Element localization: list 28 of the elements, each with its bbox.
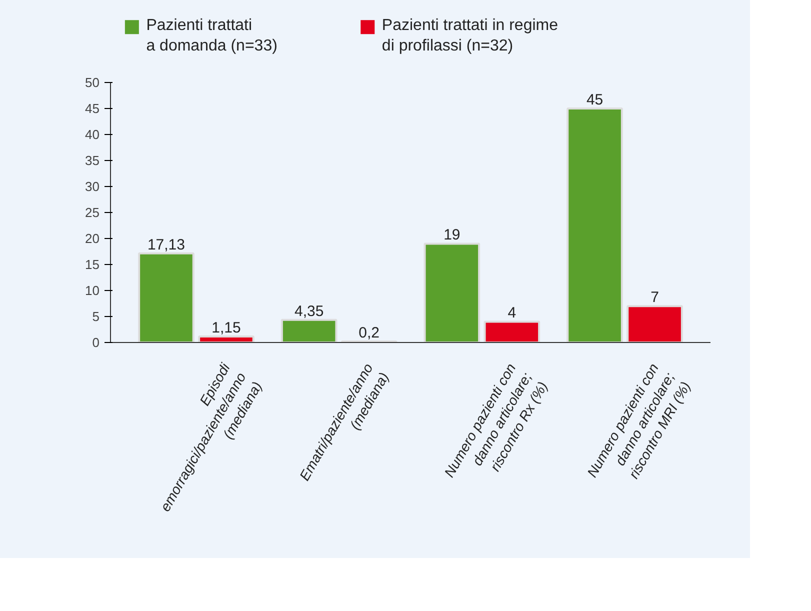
bar bbox=[280, 318, 338, 342]
y-tick-label: 5 bbox=[92, 309, 100, 324]
y-tick-label: 40 bbox=[85, 127, 100, 142]
data-label: 0,2 bbox=[358, 324, 380, 342]
legend-label: Pazienti trattati a domanda (n=33) bbox=[146, 17, 278, 54]
data-label: 19 bbox=[444, 226, 460, 244]
data-label: 1,15 bbox=[212, 320, 241, 337]
bar bbox=[484, 320, 540, 342]
legend-label: Pazienti trattati in regime di profilassi (n=32) bbox=[382, 17, 558, 54]
y-tick-label: 20 bbox=[85, 231, 100, 246]
y-tick-label: 50 bbox=[85, 75, 100, 90]
y-tick-label: 15 bbox=[85, 257, 100, 272]
bar bbox=[626, 305, 683, 342]
bar bbox=[424, 242, 480, 342]
y-tick-label: 0 bbox=[92, 335, 100, 350]
y-tick-label: 30 bbox=[85, 179, 100, 194]
data-label: 17,13 bbox=[147, 236, 185, 254]
bar bbox=[198, 336, 254, 342]
data-label: 45 bbox=[586, 92, 604, 108]
y-tick-label: 45 bbox=[85, 101, 100, 116]
bar bbox=[138, 252, 194, 342]
y-tick-label: 25 bbox=[85, 205, 100, 220]
bar bbox=[566, 108, 623, 342]
y-tick-label: 35 bbox=[85, 153, 100, 168]
data-label: 4 bbox=[508, 304, 516, 322]
data-label: 7 bbox=[650, 289, 659, 306]
data-label: 4,35 bbox=[294, 302, 324, 320]
y-tick-label: 10 bbox=[85, 283, 100, 298]
